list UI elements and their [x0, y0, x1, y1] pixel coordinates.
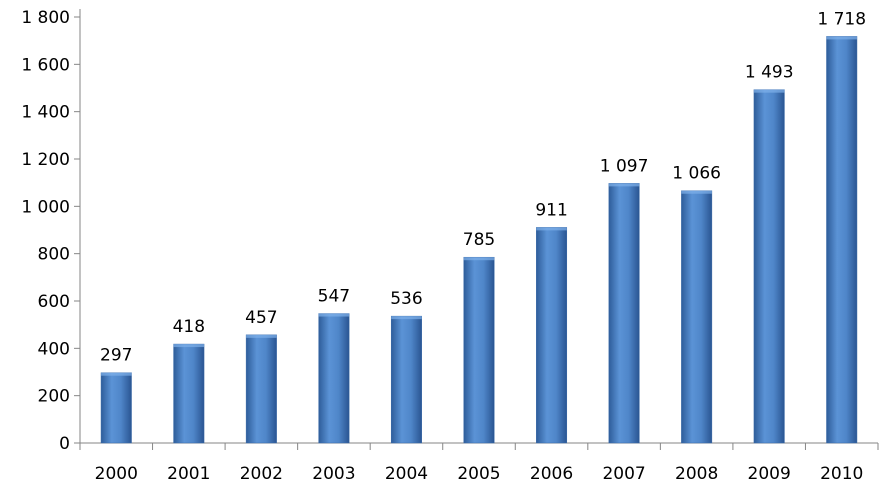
data-labels: 297 418 457 547 536 785 911 1 097 1 066 1 493 1 71…	[100, 9, 866, 365]
bar-2004	[390, 315, 422, 444]
y-tick-label: 200	[38, 387, 70, 407]
data-label-2002: 457	[245, 308, 277, 328]
bar-top-highlight	[608, 183, 640, 187]
y-tick-label: 1 600	[21, 55, 70, 75]
x-tick-label-2008: 2008	[675, 464, 718, 484]
x-tick-label-2006: 2006	[530, 464, 573, 484]
data-label-2005: 785	[463, 230, 495, 250]
y-tick-label: 1 000	[21, 197, 70, 217]
x-tick-label-2009: 2009	[748, 464, 791, 484]
y-tick-label: 400	[38, 339, 70, 359]
bar-2005	[463, 256, 495, 444]
bar-2002	[245, 334, 277, 444]
bar-2000	[100, 372, 132, 444]
data-label-2009: 1 493	[745, 63, 794, 83]
x-tick-label-2010: 2010	[820, 464, 863, 484]
x-axis: 2000 2001 2002 2003 2004 2005 2006 2007 2008 2009…	[79, 442, 879, 484]
data-label-2000: 297	[100, 346, 132, 366]
y-tick-label: 0	[59, 434, 70, 454]
data-label-2008: 1 066	[672, 164, 721, 184]
y-tick-label: 800	[38, 245, 70, 265]
bar-top-highlight	[681, 190, 712, 194]
bar-top-highlight	[101, 372, 132, 376]
y-axis: 0 200 400 600 800 1 000 1 200 1 400 1 600 1 800	[21, 8, 81, 454]
bar-2007	[608, 183, 640, 444]
bar-top-highlight	[536, 227, 567, 231]
x-tick-label-2000: 2000	[95, 464, 138, 484]
x-tick-label-2005: 2005	[457, 464, 500, 484]
data-label-2006: 911	[535, 200, 567, 220]
data-label-2004: 536	[390, 289, 422, 309]
bar-top-highlight	[391, 316, 422, 320]
bar-2008	[681, 190, 713, 444]
bar-top-highlight	[753, 89, 785, 93]
bar-top-highlight	[826, 36, 857, 40]
bar-2001	[173, 343, 205, 444]
bar-series	[100, 36, 858, 444]
y-tick-label: 1 800	[21, 8, 70, 28]
bar-top-highlight	[463, 257, 495, 261]
x-tick-label-2002: 2002	[240, 464, 283, 484]
data-label-2001: 418	[173, 317, 205, 337]
bar-top-highlight	[318, 313, 350, 317]
bar-top-highlight	[173, 344, 205, 348]
bar-2003	[318, 313, 350, 444]
x-tick-label-2003: 2003	[312, 464, 355, 484]
data-label-2010: 1 718	[817, 9, 866, 29]
x-tick-label-2007: 2007	[602, 464, 645, 484]
data-label-2003: 547	[318, 287, 350, 307]
x-tick-label-2001: 2001	[167, 464, 210, 484]
bar-top-highlight	[246, 334, 277, 338]
bar-2009	[753, 89, 785, 444]
y-tick-label: 600	[38, 292, 70, 312]
x-tick-label-2004: 2004	[385, 464, 428, 484]
y-tick-label: 1 200	[21, 150, 70, 170]
bar-2006	[536, 227, 568, 444]
bar-2010	[826, 36, 858, 444]
data-label-2007: 1 097	[600, 156, 649, 176]
y-tick-label: 1 400	[21, 103, 70, 123]
